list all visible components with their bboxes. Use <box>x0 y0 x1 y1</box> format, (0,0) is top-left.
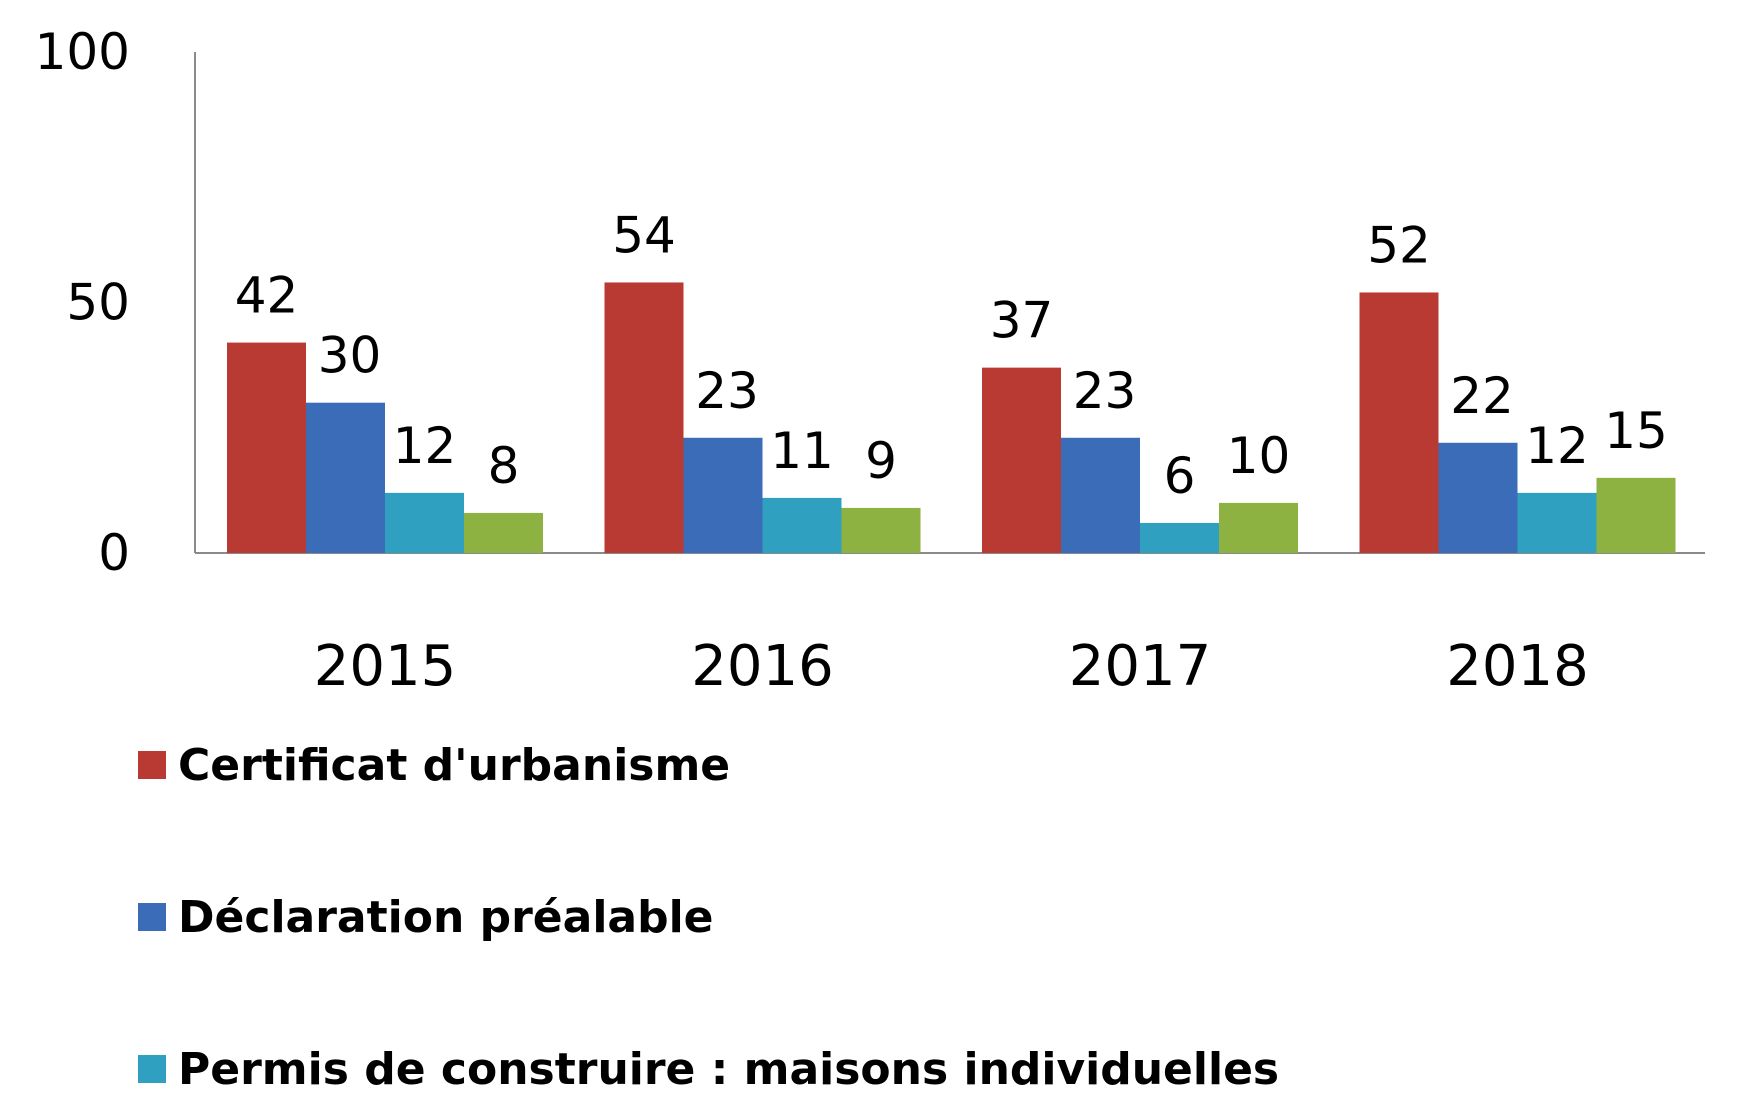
bar <box>1219 502 1298 553</box>
data-label: 10 <box>1227 427 1291 485</box>
bar <box>982 367 1061 553</box>
legend-label: Certificat d'urbanisme <box>178 740 730 791</box>
data-label: 54 <box>612 206 676 264</box>
bar <box>604 282 684 553</box>
bar <box>1061 437 1140 553</box>
bar <box>464 512 543 553</box>
data-label: 12 <box>1525 417 1589 475</box>
legend-swatch <box>138 751 166 779</box>
legend-swatch <box>138 903 166 931</box>
data-label: 30 <box>318 327 382 385</box>
y-tick-label: 0 <box>98 524 130 582</box>
bar <box>1438 442 1518 553</box>
x-tick-label: 2017 <box>1069 634 1212 699</box>
legend-label: Permis de construire : maisons individue… <box>178 1044 1279 1095</box>
data-label: 8 <box>488 437 520 495</box>
bar <box>385 492 464 553</box>
bar <box>683 437 763 553</box>
bar <box>227 342 306 553</box>
legend: Certificat d'urbanisme Déclaration préala… <box>138 740 1279 1095</box>
legend-swatch <box>138 1055 166 1083</box>
bar <box>762 497 842 553</box>
data-label: 23 <box>1073 362 1137 420</box>
bar <box>306 402 385 553</box>
x-tick-label: 2018 <box>1446 634 1589 699</box>
data-label: 37 <box>990 292 1054 350</box>
data-label: 12 <box>393 417 457 475</box>
y-tick-label: 50 <box>66 274 130 332</box>
data-label: 6 <box>1164 447 1196 505</box>
x-tick-label: 2015 <box>314 634 457 699</box>
bar <box>841 507 921 553</box>
x-tick-label: 2016 <box>691 634 834 699</box>
bar <box>1517 492 1597 553</box>
data-label: 42 <box>235 267 299 325</box>
bar <box>1359 292 1439 553</box>
data-label: 9 <box>865 432 897 490</box>
legend-label: Déclaration préalable <box>178 892 714 943</box>
data-label: 52 <box>1367 216 1431 274</box>
bars-group <box>227 282 1676 553</box>
data-label: 23 <box>695 362 759 420</box>
bar <box>1140 522 1219 553</box>
x-axis-labels: 2015 2016 2017 2018 <box>314 634 1589 699</box>
data-label: 11 <box>770 422 834 480</box>
y-tick-label: 100 <box>35 23 130 81</box>
data-label: 15 <box>1604 402 1668 460</box>
data-label: 22 <box>1450 367 1514 425</box>
y-axis-ticks: 0 50 100 <box>35 23 130 582</box>
bar <box>1596 477 1676 553</box>
